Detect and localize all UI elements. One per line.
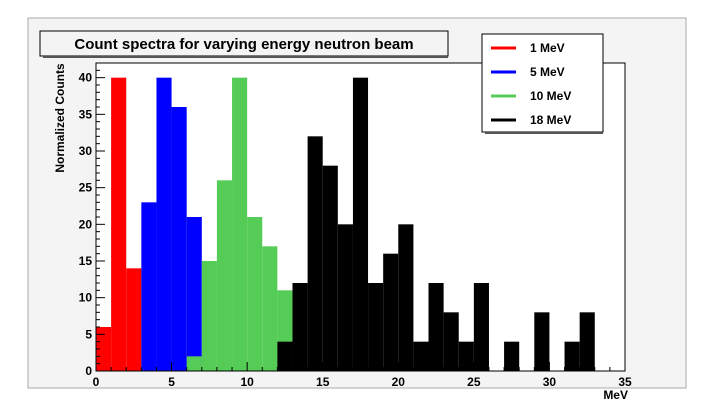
y-tick-label: 5 (85, 327, 92, 341)
y-tick-label: 30 (79, 144, 93, 158)
histogram-bar (443, 312, 459, 371)
histogram-bar (322, 165, 338, 371)
histogram-bar (201, 261, 217, 371)
histogram-bar (216, 180, 233, 371)
histogram-bar (277, 341, 293, 371)
histogram-bar (534, 312, 550, 371)
y-axis-label: Normalized Counts (53, 63, 67, 173)
histogram-bar (337, 224, 353, 371)
x-axis-label: MeV (603, 388, 628, 402)
histogram-bar (156, 77, 172, 372)
y-tick-label: 40 (79, 71, 93, 85)
histogram-bar (398, 224, 414, 371)
x-tick-label: 25 (467, 375, 481, 389)
histogram-bar (413, 341, 429, 371)
histogram-bar (186, 217, 202, 371)
chart-title: Count spectra for varying energy neutron… (74, 36, 413, 53)
x-tick-label: 30 (543, 375, 557, 389)
x-tick-label: 0 (93, 375, 100, 389)
histogram-bar (458, 341, 474, 371)
legend-label: 5 MeV (530, 65, 565, 79)
bars-layer (96, 77, 595, 372)
x-tick-label: 35 (618, 375, 632, 389)
histogram-bar (262, 246, 278, 371)
title-box: Count spectra for varying energy neutron… (39, 30, 449, 58)
y-tick-label: 10 (79, 291, 93, 305)
histogram-bar (473, 283, 489, 371)
legend-label: 18 MeV (530, 113, 571, 127)
y-tick-label: 35 (79, 107, 93, 121)
histogram-bar (352, 77, 369, 372)
histogram-bar (504, 341, 520, 371)
histogram-bar (383, 253, 399, 371)
histogram-bar (126, 268, 142, 371)
histogram-bar (232, 77, 248, 372)
x-tick-label: 5 (168, 375, 175, 389)
x-tick-label: 15 (316, 375, 330, 389)
histogram-bar (186, 356, 202, 371)
histogram-bar (307, 136, 323, 371)
x-tick-label: 10 (240, 375, 254, 389)
legend: 1 MeV 5 MeV 10 MeV 18 MeV (481, 33, 604, 134)
legend-label: 10 MeV (530, 89, 571, 103)
axes-layer: 0 5 10 15 20 25 30 35 0 5 10 15 20 25 30 35 40 (79, 62, 632, 389)
histogram-bar (247, 217, 263, 371)
histogram-bar (368, 283, 384, 371)
y-tick-label: 0 (85, 364, 92, 378)
histogram-bar (428, 283, 444, 371)
histogram-bar (141, 202, 157, 371)
histogram-bar (292, 283, 308, 371)
y-tick-label: 25 (79, 181, 93, 195)
histogram-bar (579, 312, 595, 371)
y-tick-label: 15 (79, 254, 93, 268)
histogram-bar (111, 77, 127, 372)
histogram-bar (96, 327, 112, 371)
x-tick-label: 20 (392, 375, 406, 389)
y-tick-label: 20 (79, 217, 93, 231)
histogram-bar (171, 107, 187, 371)
legend-label: 1 MeV (530, 41, 565, 55)
histogram-bar (564, 341, 580, 371)
